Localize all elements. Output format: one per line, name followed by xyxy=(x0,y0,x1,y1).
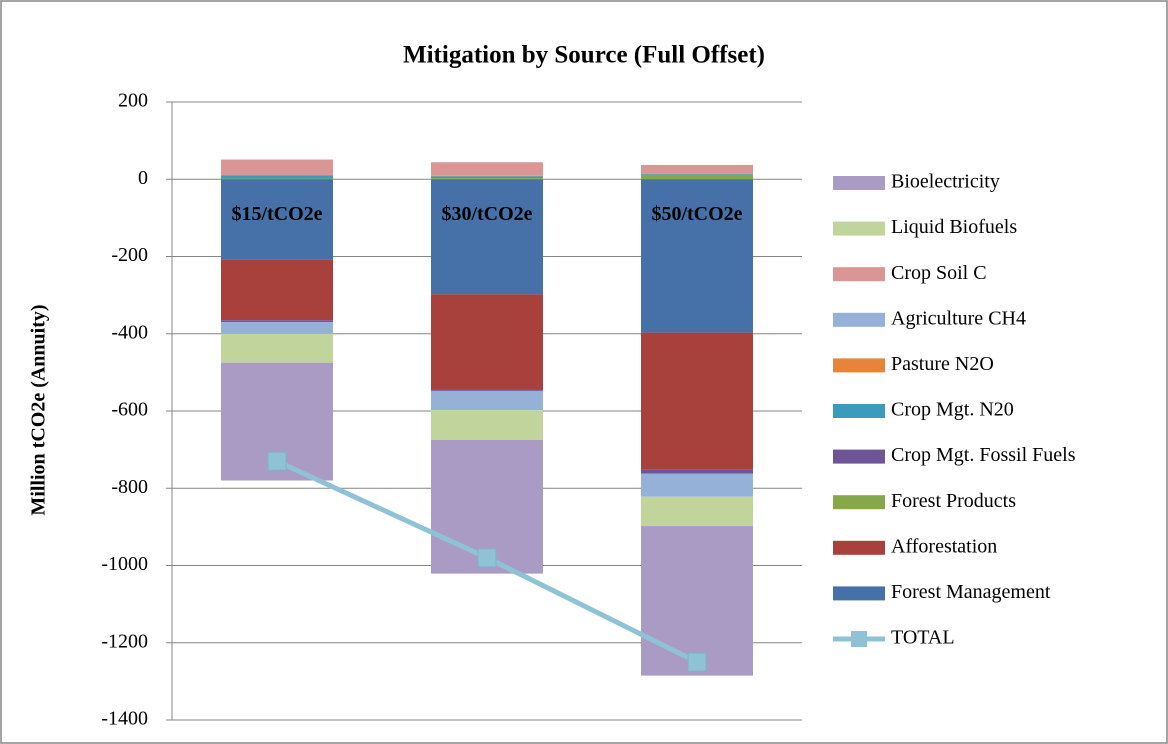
y-tick-label: 0 xyxy=(138,167,148,189)
x-tick-label: $15/tCO2e xyxy=(231,203,322,225)
total-marker xyxy=(267,451,287,471)
bar-segment xyxy=(431,176,543,179)
legend-swatch xyxy=(833,358,885,373)
y-tick-label: -1200 xyxy=(101,630,148,652)
legend-label: Liquid Biofuels xyxy=(891,216,1017,238)
bar-segment xyxy=(641,174,753,180)
bar-segment xyxy=(641,179,753,333)
y-tick-label: -800 xyxy=(111,476,148,498)
legend-label: Crop Mgt. N20 xyxy=(891,399,1014,421)
total-marker xyxy=(477,548,497,568)
x-tick-label: $30/tCO2e xyxy=(441,203,532,225)
legend-swatch xyxy=(833,176,885,190)
y-tick-label: -400 xyxy=(111,321,148,343)
bar-segment xyxy=(641,332,753,470)
bar-segment xyxy=(431,162,543,176)
legend-swatch xyxy=(833,495,885,510)
legend-swatch xyxy=(833,221,885,236)
y-tick-label: -600 xyxy=(111,399,148,421)
bar-segment xyxy=(431,390,543,411)
legend-swatch xyxy=(833,267,885,282)
bar-segment xyxy=(431,410,543,440)
bar-segment xyxy=(641,496,753,527)
bar-segment xyxy=(221,320,333,323)
y-tick-label: -1000 xyxy=(101,553,148,575)
bar-segment xyxy=(641,164,753,174)
legend-label: TOTAL xyxy=(891,627,955,649)
legend-swatch xyxy=(833,586,885,601)
legend-label: Agriculture CH4 xyxy=(891,307,1026,329)
legend-swatch xyxy=(833,449,885,464)
bar-segment xyxy=(221,159,333,176)
bar-segment xyxy=(431,388,543,391)
bar-segment xyxy=(221,259,333,321)
bar-segment xyxy=(221,178,333,180)
y-tick-label: 200 xyxy=(118,90,148,112)
bar-segment xyxy=(641,173,753,175)
bar-segment xyxy=(431,178,543,180)
legend-label: Crop Mgt. Fossil Fuels xyxy=(891,444,1076,466)
chart-title: Mitigation by Source (Full Offset) xyxy=(403,42,765,69)
legend-label: Bioelectricity xyxy=(891,171,1000,193)
bar-segment xyxy=(431,294,543,389)
bar-segment xyxy=(641,473,753,497)
legend-label: Pasture N2O xyxy=(891,353,994,375)
bar-segment xyxy=(431,179,543,295)
y-tick-label: -200 xyxy=(111,244,148,266)
x-tick-label: $50/tCO2e xyxy=(651,203,742,225)
bar-segment xyxy=(221,179,333,260)
bar-segment xyxy=(641,469,753,474)
y-axis-title: Million tCO2e (Annuity) xyxy=(28,304,50,515)
y-tick-label: -1400 xyxy=(101,708,148,730)
bar-segment xyxy=(221,322,333,334)
total-marker xyxy=(687,652,707,672)
bar-segment xyxy=(221,175,333,179)
bar-segment xyxy=(221,333,333,363)
legend-swatch xyxy=(833,404,885,418)
legend-label: Forest Products xyxy=(891,490,1016,512)
legend-swatch xyxy=(833,540,885,555)
legend-label: Forest Management xyxy=(891,581,1051,603)
bar-segment xyxy=(641,526,753,676)
legend-swatch xyxy=(851,631,867,647)
legend-label: Afforestation xyxy=(891,535,997,557)
legend-swatch xyxy=(833,312,885,327)
legend-label: Crop Soil C xyxy=(891,262,987,284)
